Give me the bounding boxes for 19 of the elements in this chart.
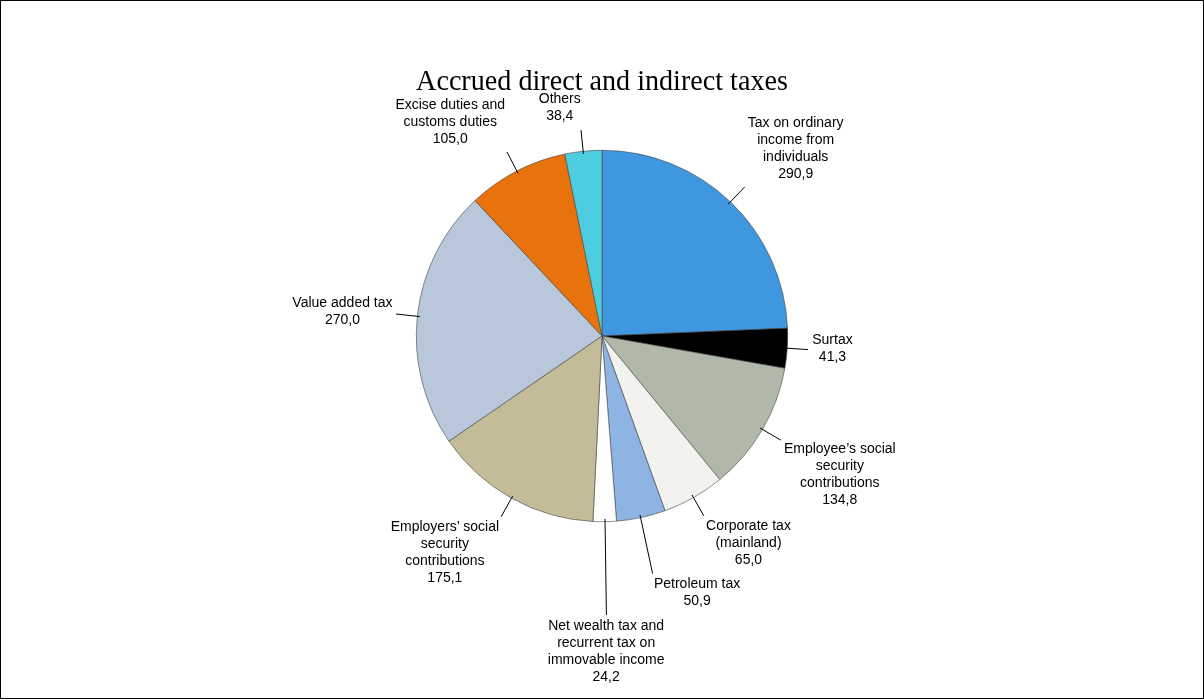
data-label: 38,4 xyxy=(546,107,574,124)
slice-label: Petroleum tax xyxy=(653,575,741,592)
data-label: 290,9 xyxy=(778,164,814,181)
data-label: 50,9 xyxy=(683,592,711,609)
slice-label: Value added tax xyxy=(292,294,393,311)
slice-label: Employee’s social security contributions xyxy=(783,440,896,491)
data-label: 270,0 xyxy=(324,311,361,328)
data-label: 41,3 xyxy=(818,347,847,364)
slice-label: Net wealth tax and recurrent tax on immovable income xyxy=(547,616,665,667)
slice-label: Employers’ social security contributions xyxy=(390,517,500,568)
data-label: 24,2 xyxy=(592,667,620,684)
data-label: 175,1 xyxy=(427,568,463,585)
slice-label: Excise duties and customs duties xyxy=(395,95,506,129)
slice-label: Tax on ordinary income from individuals xyxy=(747,113,844,164)
data-label: 65,0 xyxy=(734,551,763,568)
slice-label: Corporate tax (mainland) xyxy=(706,517,791,551)
data-label: 134,8 xyxy=(822,491,858,508)
slice-label: Surtax xyxy=(812,330,853,347)
data-label: 105,0 xyxy=(432,129,468,146)
